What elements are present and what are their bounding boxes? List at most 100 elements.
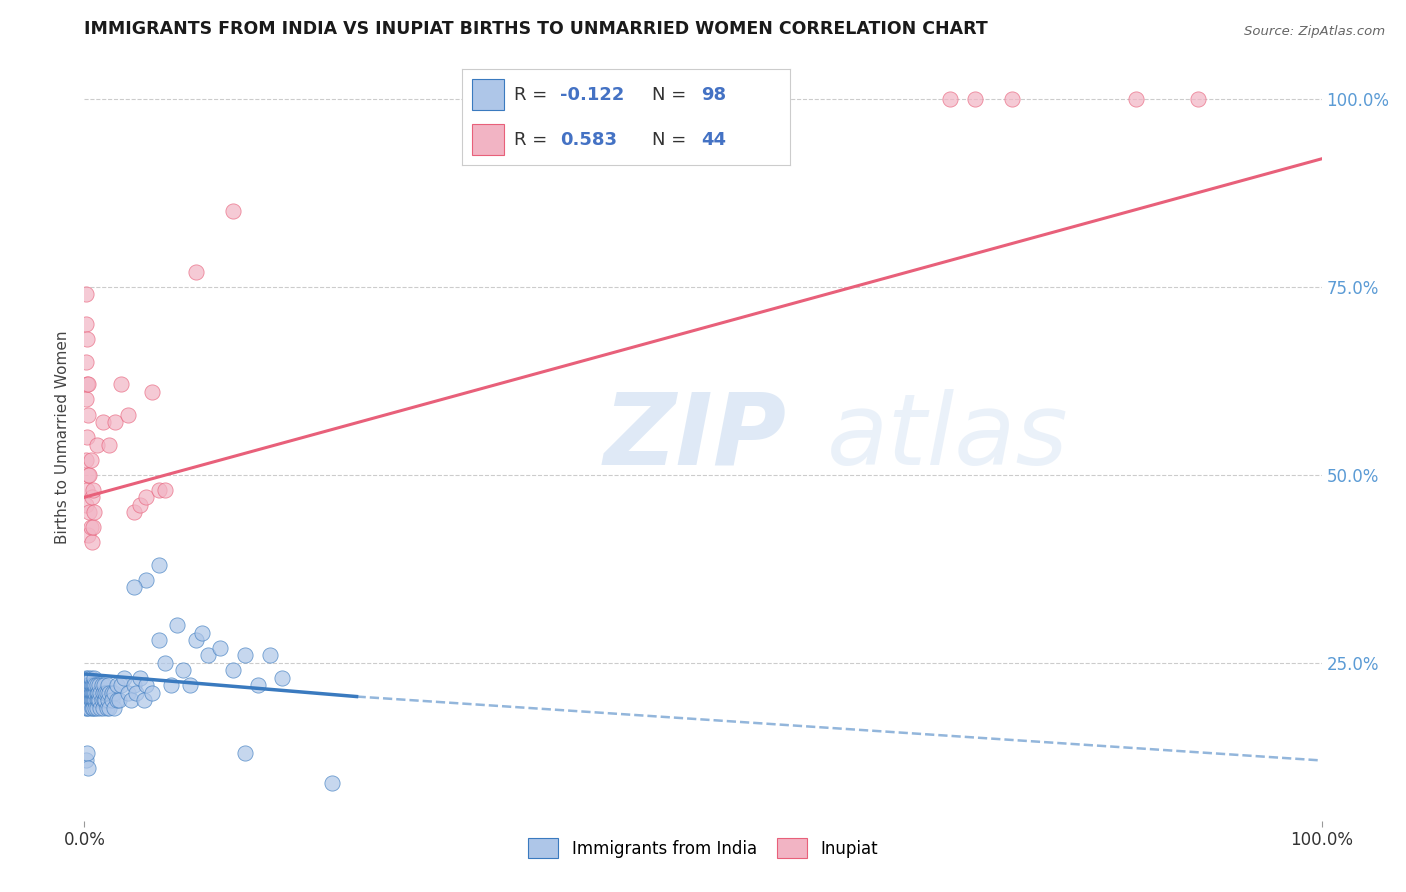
Y-axis label: Births to Unmarried Women: Births to Unmarried Women	[55, 330, 70, 544]
Point	[939, 92, 962, 106]
Point	[135, 573, 157, 587]
Point	[93, 678, 115, 692]
Point	[148, 483, 170, 497]
Point	[75, 318, 97, 332]
Point	[209, 640, 232, 655]
Point	[271, 671, 294, 685]
Point	[77, 377, 100, 392]
Point	[222, 663, 245, 677]
Point	[80, 701, 103, 715]
Point	[79, 671, 101, 685]
Point	[79, 678, 101, 692]
Point	[97, 678, 120, 692]
Point	[83, 686, 105, 700]
Point	[79, 505, 101, 519]
Point	[148, 558, 170, 572]
Point	[82, 686, 104, 700]
Point	[172, 663, 194, 677]
Point	[89, 693, 111, 707]
Point	[75, 693, 97, 707]
Point	[91, 415, 114, 429]
Point	[82, 678, 104, 692]
Point	[75, 701, 97, 715]
Point	[135, 490, 157, 504]
Point	[79, 678, 101, 692]
Point	[100, 693, 122, 707]
Point	[77, 467, 100, 482]
Point	[86, 678, 108, 692]
Point	[79, 686, 101, 700]
Point	[84, 678, 107, 692]
Point	[153, 483, 176, 497]
Point	[246, 678, 269, 692]
Point	[91, 701, 114, 715]
Point	[90, 678, 112, 692]
Point	[179, 678, 201, 692]
Point	[141, 384, 163, 399]
Point	[87, 693, 110, 707]
Point	[104, 415, 127, 429]
Point	[77, 693, 100, 707]
Point	[82, 701, 104, 715]
Point	[77, 761, 100, 775]
Point	[77, 671, 100, 685]
Point	[86, 686, 108, 700]
Point	[76, 678, 98, 692]
Point	[77, 528, 100, 542]
Point	[125, 686, 148, 700]
Point	[122, 505, 145, 519]
Point	[76, 332, 98, 346]
Point	[76, 701, 98, 715]
Point	[766, 92, 789, 106]
Point	[79, 452, 101, 467]
Point	[132, 693, 155, 707]
Point	[76, 483, 98, 497]
Point	[75, 678, 97, 692]
Point	[75, 754, 97, 768]
Point	[98, 437, 121, 451]
Point	[80, 490, 103, 504]
Point	[89, 701, 111, 715]
Point	[108, 693, 131, 707]
Point	[84, 686, 107, 700]
Point	[1001, 92, 1024, 106]
Point	[86, 701, 108, 715]
Point	[75, 355, 97, 369]
Point	[76, 686, 98, 700]
Point	[153, 656, 176, 670]
Point	[82, 520, 104, 534]
Point	[98, 686, 121, 700]
Point	[83, 671, 105, 685]
Legend: Immigrants from India, Inupiat: Immigrants from India, Inupiat	[520, 830, 886, 866]
Point	[105, 693, 128, 707]
Point	[122, 678, 145, 692]
Point	[259, 648, 281, 663]
Point	[75, 671, 97, 685]
Point	[166, 618, 188, 632]
Point	[94, 686, 117, 700]
Point	[103, 701, 125, 715]
Point	[79, 693, 101, 707]
Point	[1187, 92, 1209, 106]
Point	[112, 671, 135, 685]
Point	[84, 701, 107, 715]
Point	[184, 633, 207, 648]
Point	[75, 452, 97, 467]
Point	[83, 693, 105, 707]
Point	[82, 693, 104, 707]
Point	[965, 92, 987, 106]
Point	[76, 746, 98, 760]
Point	[141, 686, 163, 700]
Point	[98, 701, 121, 715]
Point	[75, 392, 97, 407]
Point	[117, 408, 139, 422]
Point	[80, 686, 103, 700]
Point	[120, 693, 142, 707]
Point	[86, 437, 108, 451]
Point	[129, 671, 152, 685]
Point	[77, 678, 100, 692]
Point	[184, 265, 207, 279]
Point	[160, 678, 183, 692]
Point	[191, 625, 214, 640]
Text: Source: ZipAtlas.com: Source: ZipAtlas.com	[1244, 25, 1385, 38]
